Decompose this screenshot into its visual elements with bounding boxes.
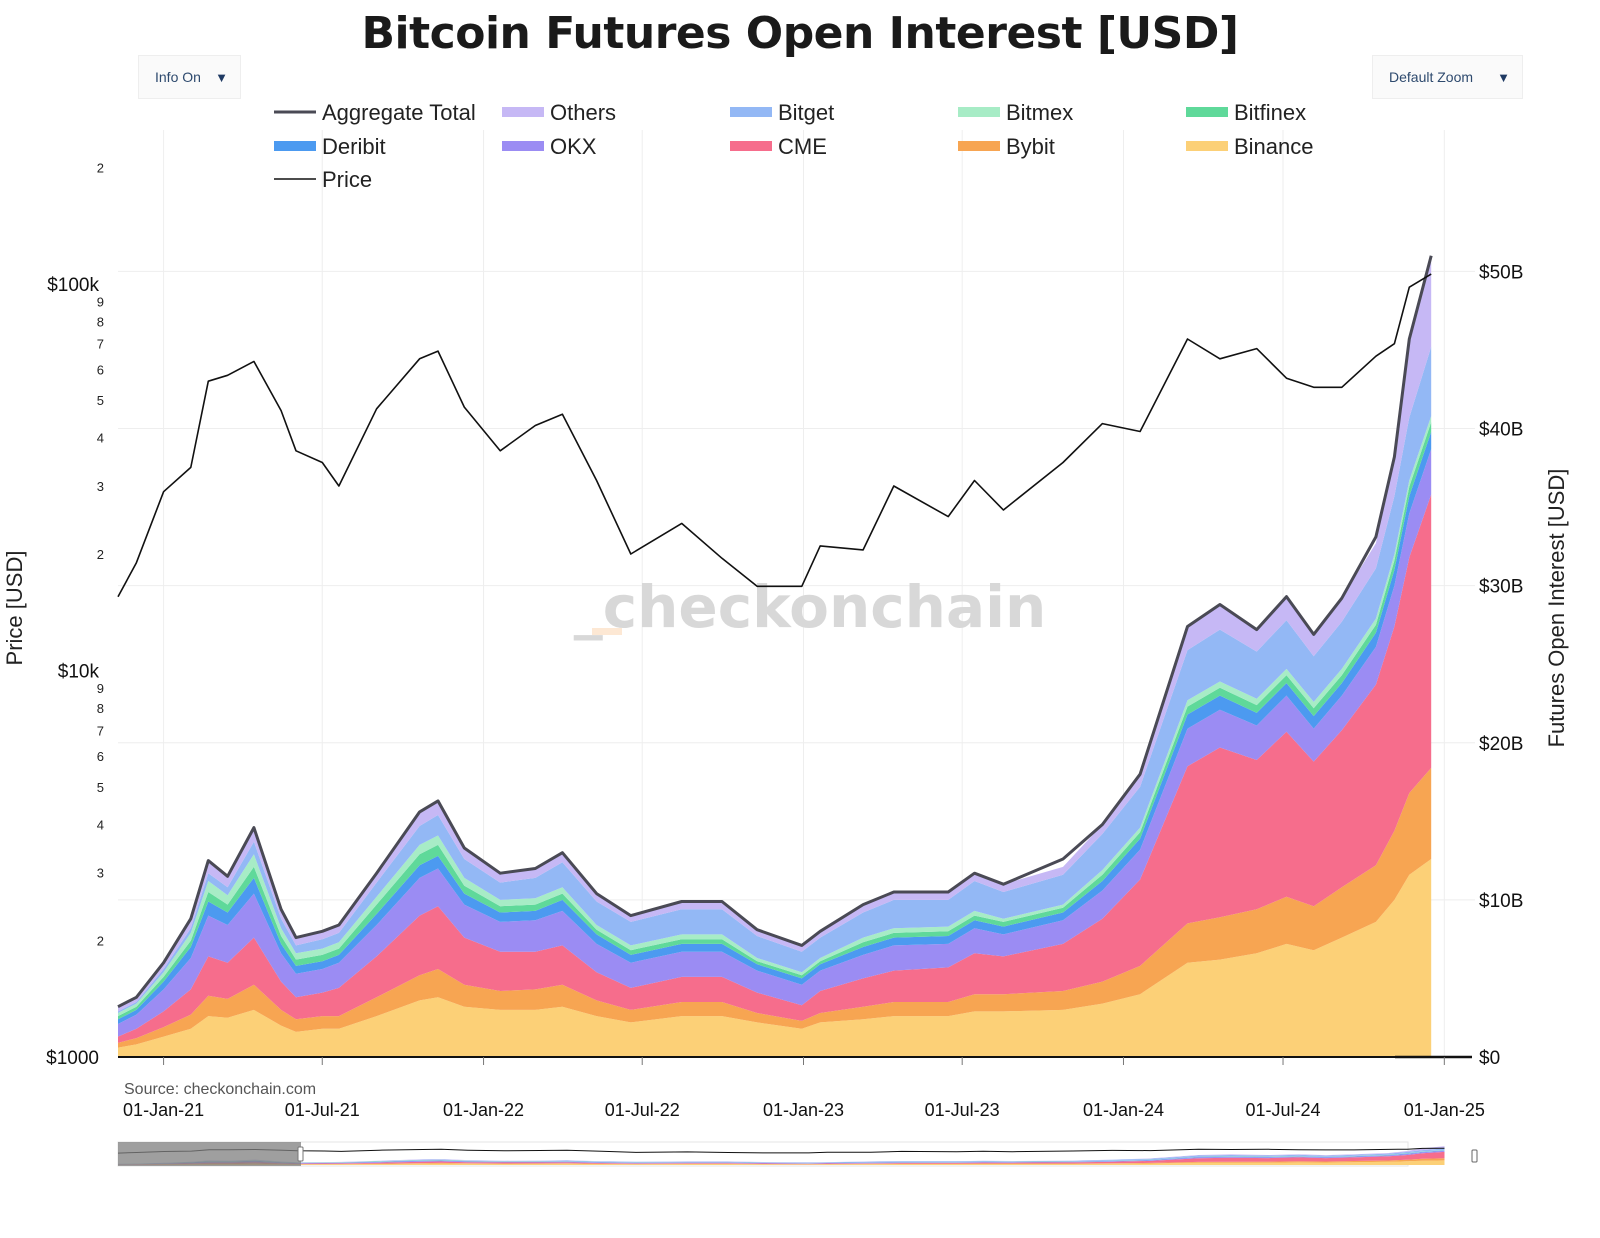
- legend-label-bybit: Bybit: [1006, 134, 1055, 159]
- legend[interactable]: Aggregate Total Others Bitget Bitmex Bitfine…: [274, 100, 1314, 192]
- right-axis: $0 $10B $20B $30B $40B $50B: [1479, 262, 1523, 1069]
- range-slider[interactable]: [117, 1141, 1478, 1167]
- area-others: [118, 255, 1432, 1012]
- y-tick-label-left: $10k: [58, 661, 100, 682]
- chart-title: Bitcoin Futures Open Interest [USD]: [361, 8, 1239, 59]
- line-price: [117, 273, 1432, 598]
- y-tick-label-right: $50B: [1479, 262, 1523, 283]
- y-tick-label-right: $40B: [1479, 420, 1523, 441]
- legend-swatch-deribit: [274, 141, 316, 151]
- y-minor-tick-label-left: 4: [97, 431, 104, 446]
- x-axis: 01-Jan-21 01-Jul-21 01-Jan-22 01-Jul-22 01-J…: [123, 1057, 1485, 1120]
- legend-swatch-bybit: [958, 141, 1000, 151]
- y-minor-tick-label-left: 4: [97, 817, 104, 832]
- source-note: Source: checkonchain.com: [124, 1081, 317, 1098]
- y-minor-tick-label-left: 2: [97, 934, 104, 949]
- mini-area-binance: [118, 1160, 1445, 1165]
- watermark-accent: [592, 628, 622, 635]
- legend-swatch-cme: [730, 141, 772, 151]
- range-slider-handle-right[interactable]: [297, 1146, 304, 1162]
- x-tick-label: 01-Jan-25: [1404, 1100, 1485, 1120]
- y-minor-tick-label-left: 9: [97, 295, 104, 310]
- x-tick-label: 01-Jul-23: [925, 1100, 1000, 1120]
- y-minor-tick-label-left: 8: [97, 314, 104, 329]
- legend-swatch-bitfinex: [1186, 107, 1228, 117]
- legend-label-aggregate: Aggregate Total: [322, 100, 476, 125]
- mini-area-okx: [118, 1150, 1445, 1165]
- zoom-select-label: Default Zoom: [1389, 69, 1474, 85]
- legend-label-cme: CME: [778, 134, 827, 159]
- y-minor-tick-label-left: 6: [97, 363, 104, 378]
- y-minor-tick-label-left: 3: [97, 866, 104, 881]
- mini-area-bitget: [118, 1148, 1445, 1164]
- caret-down-icon: ▼: [215, 69, 228, 85]
- y-tick-label-right: $20B: [1479, 734, 1523, 755]
- range-slider-handle-end[interactable]: [1471, 1149, 1478, 1163]
- legend-label-bitget: Bitget: [778, 100, 834, 125]
- legend-swatch-bitmex: [958, 107, 1000, 117]
- y-minor-tick-label-left: 6: [97, 749, 104, 764]
- caret-down-icon: ▼: [1497, 69, 1510, 85]
- x-tick-label: 01-Jan-24: [1083, 1100, 1164, 1120]
- mini-area-others: [118, 1146, 1445, 1164]
- y-axis-right-label: Futures Open Interest [USD]: [1544, 469, 1569, 748]
- area-bybit: [118, 767, 1432, 1048]
- legend-swatch-others: [502, 107, 544, 117]
- series-lines: [117, 255, 1433, 1009]
- info-toggle-button[interactable]: Info On ▼: [138, 55, 241, 99]
- y-axis-left-label: Price [USD]: [2, 551, 27, 666]
- y-minor-tick-label-left: 7: [97, 723, 104, 738]
- watermark: _checkonchain: [574, 573, 1047, 641]
- legend-label-bitfinex: Bitfinex: [1234, 100, 1306, 125]
- legend-label-bitmex: Bitmex: [1006, 100, 1073, 125]
- legend-swatch-bitget: [730, 107, 772, 117]
- y-tick-label-right: $0: [1479, 1048, 1500, 1069]
- legend-label-others: Others: [550, 100, 616, 125]
- x-tick-label: 01-Jul-21: [285, 1100, 360, 1120]
- x-tick-label: 01-Jan-21: [123, 1100, 204, 1120]
- y-minor-tick-label-left: 7: [97, 337, 104, 352]
- info-toggle-label: Info On: [155, 69, 201, 85]
- y-tick-label-left: $100k: [47, 275, 99, 296]
- grid: [118, 130, 1475, 1057]
- y-minor-tick-label-left: 8: [97, 701, 104, 716]
- range-slider-mask: [118, 1142, 301, 1166]
- y-minor-tick-label-left: 9: [97, 681, 104, 696]
- area-binance: [118, 859, 1432, 1057]
- zoom-select-button[interactable]: Default Zoom ▼: [1372, 55, 1523, 99]
- legend-swatch-binance: [1186, 141, 1228, 151]
- area-deribit: [118, 431, 1432, 1024]
- legend-swatch-okx: [502, 141, 544, 151]
- y-tick-label-right: $30B: [1479, 577, 1523, 598]
- stacked-areas: [118, 255, 1432, 1057]
- mini-area-bybit: [118, 1158, 1445, 1165]
- legend-label-price: Price: [322, 167, 372, 192]
- x-tick-label: 01-Jan-22: [443, 1100, 524, 1120]
- x-tick-label: 01-Jan-23: [763, 1100, 844, 1120]
- y-minor-tick-label-left: 2: [97, 547, 104, 562]
- mini-area-deribit: [118, 1150, 1445, 1165]
- x-tick-label: 01-Jul-24: [1245, 1100, 1320, 1120]
- x-tick-label: 01-Jul-22: [605, 1100, 680, 1120]
- y-tick-label-right: $10B: [1479, 891, 1523, 912]
- y-minor-tick-label-left: 5: [97, 780, 104, 795]
- y-minor-tick-label-left: 5: [97, 393, 104, 408]
- y-minor-tick-label-left: 3: [97, 479, 104, 494]
- legend-label-deribit: Deribit: [322, 134, 386, 159]
- legend-label-okx: OKX: [550, 134, 597, 159]
- y-tick-label-left: $1000: [46, 1048, 99, 1069]
- area-okx: [118, 449, 1432, 1037]
- left-axis: $1000 $10k $100k 2 3 4 5 6 7 8 9 2 3 4 5 6 7 8 9 2: [46, 160, 104, 1069]
- y-minor-tick-label-left: 2: [97, 160, 104, 175]
- line-aggregate-total: [117, 255, 1433, 1009]
- legend-label-binance: Binance: [1234, 134, 1314, 159]
- area-bitget: [118, 346, 1432, 1013]
